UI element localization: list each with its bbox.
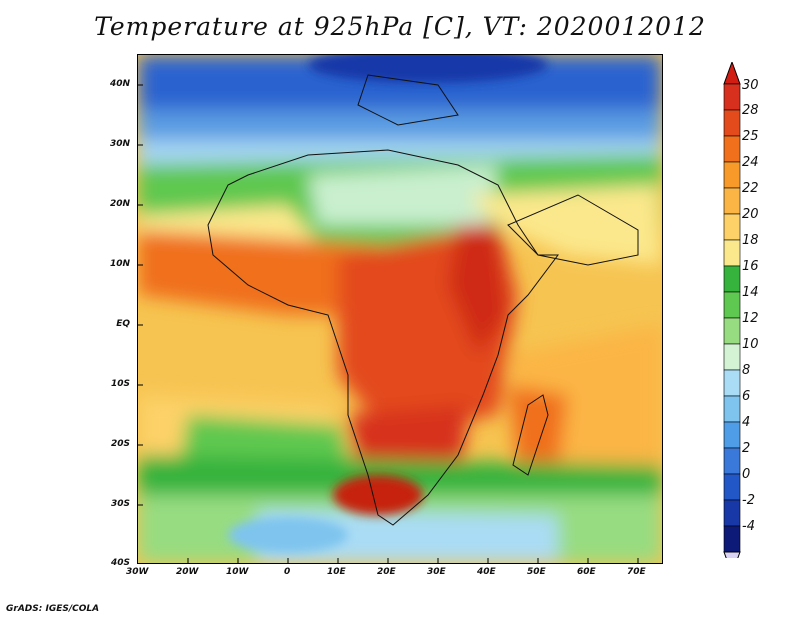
temperature-field <box>138 55 662 563</box>
colorbar-label: 0 <box>742 467 751 482</box>
colorbar-swatch <box>723 83 741 111</box>
lat-label: EQ <box>116 319 130 329</box>
lat-label: 40S <box>110 558 130 568</box>
colorbar-swatch <box>723 473 741 501</box>
colorbar <box>723 62 741 558</box>
colorbar-label: 18 <box>742 233 759 248</box>
lon-label: 30W <box>126 567 149 577</box>
colorbar-swatch <box>723 239 741 267</box>
colorbar-label: -2 <box>742 493 755 508</box>
colorbar-swatch <box>723 187 741 215</box>
colorbar-swatch <box>723 525 741 553</box>
lat-label: 10S <box>110 379 130 389</box>
lon-label: 20W <box>176 567 199 577</box>
colorbar-swatch <box>723 317 741 345</box>
colorbar-label: 20 <box>742 207 759 222</box>
lon-label: 60E <box>577 567 596 577</box>
colorbar-label: 8 <box>742 363 751 378</box>
lat-label: 10N <box>109 259 130 269</box>
lat-label: 20N <box>109 199 130 209</box>
colorbar-label: 12 <box>742 311 759 326</box>
lon-label: 10W <box>226 567 249 577</box>
colorbar-label: 6 <box>742 389 751 404</box>
lon-label: 40E <box>477 567 496 577</box>
colorbar-label: 2 <box>742 441 751 456</box>
colorbar-swatch <box>723 369 741 397</box>
colorbar-swatch <box>723 135 741 163</box>
colorbar-swatch <box>723 421 741 449</box>
colorbar-bottom-arrow <box>723 551 741 558</box>
colorbar-label: 25 <box>742 129 759 144</box>
colorbar-label: 30 <box>742 78 759 93</box>
colorbar-label: 4 <box>742 415 751 430</box>
lat-label: 30N <box>109 139 130 149</box>
colorbar-label: -4 <box>742 519 755 534</box>
lon-label: 0 <box>284 567 291 577</box>
colorbar-swatch <box>723 213 741 241</box>
lon-label: 70E <box>627 567 646 577</box>
colorbar-label: 22 <box>742 181 759 196</box>
colorbar-swatch <box>723 343 741 371</box>
colorbar-swatch <box>723 109 741 137</box>
lon-label: 30E <box>427 567 446 577</box>
colorbar-label: 14 <box>742 285 759 300</box>
lon-label: 50E <box>527 567 546 577</box>
colorbar-swatch <box>723 161 741 189</box>
lat-label: 40N <box>109 79 130 89</box>
colorbar-label: 28 <box>742 103 759 118</box>
temperature-map <box>137 54 663 564</box>
lon-label: 10E <box>327 567 346 577</box>
colorbar-swatch <box>723 265 741 293</box>
colorbar-swatch <box>723 291 741 319</box>
colorbar-swatch <box>723 395 741 423</box>
credit-label: GrADS: IGES/COLA <box>6 604 100 614</box>
lat-label: 30S <box>110 499 130 509</box>
colorbar-label: 10 <box>742 337 759 352</box>
colorbar-label: 24 <box>742 155 759 170</box>
colorbar-swatch <box>723 447 741 475</box>
lon-label: 20E <box>377 567 396 577</box>
colorbar-label: 16 <box>742 259 759 274</box>
chart-title: Temperature at 925hPa [C], VT: 202001201… <box>94 12 706 41</box>
colorbar-top-arrow <box>723 62 741 85</box>
lat-label: 20S <box>110 439 130 449</box>
colorbar-swatch <box>723 499 741 527</box>
